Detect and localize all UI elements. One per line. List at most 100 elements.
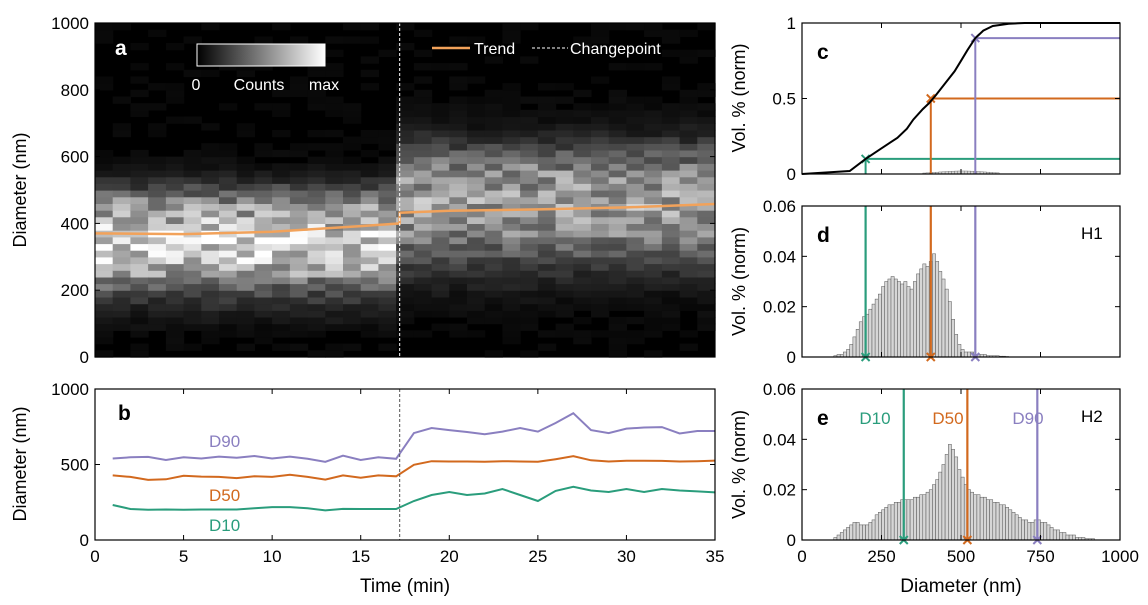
heatmap-cell	[644, 109, 663, 118]
heatmap-cell	[325, 69, 344, 78]
heatmap-cell	[148, 236, 167, 245]
heatmap-cell	[555, 256, 574, 265]
heatmap-cell	[502, 163, 521, 171]
heatmap-cell	[520, 129, 539, 138]
heatmap-cell	[502, 337, 521, 345]
heatmap-cell	[130, 243, 149, 251]
heatmap-cell	[608, 350, 627, 358]
histogram-bar	[960, 476, 965, 541]
heatmap-cell	[219, 290, 238, 298]
heatmap-cell	[289, 149, 309, 158]
heatmap-cell	[254, 223, 273, 231]
heatmap-cell	[325, 343, 344, 351]
heatmap-cell	[644, 283, 663, 291]
heatmap-cell	[272, 190, 291, 198]
heatmap-cell	[679, 243, 698, 251]
heatmap-cell	[325, 250, 344, 258]
heatmap-cell	[254, 183, 273, 191]
heatmap-cell	[661, 76, 681, 84]
heatmap-cell	[360, 283, 379, 291]
heatmap-cell	[679, 270, 698, 278]
heatmap-cell	[449, 36, 468, 44]
heatmap-cell	[219, 283, 238, 291]
heatmap-cell	[467, 156, 486, 164]
heatmap-cell	[272, 270, 291, 278]
heatmap-cell	[148, 203, 167, 211]
heatmap-cell	[502, 190, 521, 198]
heatmap-cell	[697, 270, 716, 278]
heatmap-cell	[360, 303, 379, 311]
heatmap-cell	[201, 203, 220, 211]
histogram-bar	[862, 524, 866, 541]
heatmap-cell	[307, 283, 326, 291]
heatmap-cell	[360, 149, 379, 158]
histogram-bar	[897, 502, 901, 541]
heatmap-cell	[679, 103, 698, 111]
histogram-bar	[1017, 517, 1022, 541]
heatmap-cell	[555, 83, 574, 91]
heatmap-cell	[467, 170, 486, 178]
heatmap-cell	[608, 183, 627, 191]
heatmap-cell	[467, 316, 486, 325]
heatmap-cell	[520, 243, 539, 251]
histogram-bar	[897, 281, 901, 358]
heatmap-cell	[148, 243, 167, 251]
heatmap-cell	[413, 276, 433, 285]
heatmap-cell	[537, 210, 557, 218]
heatmap-cell	[502, 36, 521, 44]
heatmap-cell	[360, 296, 379, 305]
panel-b-ytick-label: 500	[61, 456, 89, 475]
panel-e-xtick-label: 250	[867, 547, 895, 566]
panel-e-xtick-label: 750	[1026, 547, 1054, 566]
heatmap-cell	[644, 156, 663, 164]
heatmap-cell	[661, 149, 681, 158]
heatmap-cell	[555, 136, 574, 144]
heatmap-cell	[449, 276, 468, 285]
heatmap-cell	[307, 156, 326, 164]
heatmap-cell	[644, 63, 663, 71]
panel-d-label: d	[817, 224, 830, 247]
heatmap-cell	[608, 210, 627, 218]
heatmap-cell	[626, 296, 645, 305]
heatmap-cell	[591, 196, 610, 204]
heatmap-cell	[148, 163, 167, 171]
heatmap-cell	[520, 276, 539, 285]
heatmap-cell	[537, 156, 557, 164]
heatmap-cell	[396, 96, 415, 104]
heatmap-cell	[502, 230, 521, 238]
heatmap-cell	[644, 143, 663, 151]
heatmap-cell	[502, 170, 521, 178]
heatmap-cell	[378, 303, 397, 311]
heatmap-cell	[236, 183, 255, 191]
heatmap-cell	[484, 170, 503, 178]
heatmap-cell	[325, 216, 344, 224]
heatmap-cell	[661, 296, 681, 305]
heatmap-cell	[449, 223, 468, 231]
heatmap-cell	[449, 303, 468, 311]
heatmap-cell	[343, 263, 362, 271]
heatmap-cell	[537, 290, 557, 298]
heatmap-cell	[555, 203, 574, 211]
heatmap-cell	[502, 83, 521, 91]
heatmap-cell	[183, 296, 202, 305]
heatmap-cell	[449, 63, 468, 71]
heatmap-cell	[697, 129, 716, 138]
heatmap-cell	[484, 156, 503, 164]
heatmap-cell	[484, 129, 503, 138]
heatmap-cell	[289, 290, 309, 298]
heatmap-cell	[165, 303, 185, 311]
panel-b-frame	[94, 388, 716, 541]
heatmap-cell	[130, 89, 149, 98]
heatmap-cell	[644, 123, 663, 131]
heatmap-cell	[325, 276, 344, 285]
heatmap-cell	[502, 23, 521, 31]
heatmap-cell	[644, 223, 663, 231]
heatmap-cell	[272, 256, 291, 265]
heatmap-cell	[413, 256, 433, 265]
heatmap-cell	[661, 216, 681, 224]
heatmap-cell	[484, 256, 503, 265]
heatmap-cell	[112, 216, 131, 224]
heatmap-cell	[254, 170, 273, 178]
heatmap-cell	[626, 143, 645, 151]
panel-a-ytick-label: 0	[80, 348, 89, 367]
